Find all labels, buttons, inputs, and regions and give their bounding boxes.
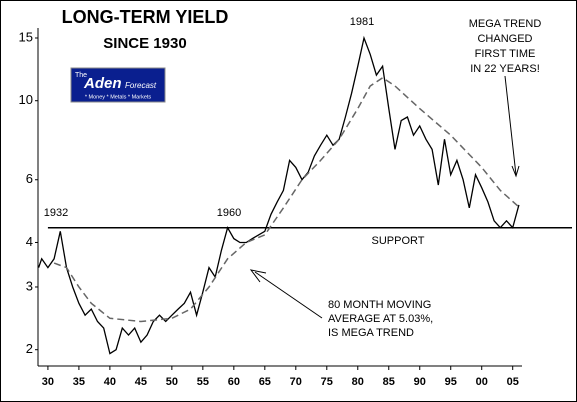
arrow (504, 75, 517, 176)
annotation: 80 MONTH MOVING (328, 299, 431, 311)
annotation: 1981 (350, 16, 374, 28)
annotation: IN 22 YEARS! (470, 63, 540, 75)
logo-name: Aden (83, 75, 122, 92)
arrow-head (511, 165, 520, 178)
x-tick-label: 55 (197, 376, 209, 388)
arrow-head (249, 269, 267, 283)
x-tick-label: 95 (445, 376, 457, 388)
logo-word: Forecast (125, 81, 157, 90)
logo-tagline: * Money * Metals * Markets (85, 94, 152, 100)
x-tick-label: 45 (135, 376, 147, 388)
arrow (254, 271, 323, 319)
y-tick-label: 6 (26, 171, 33, 186)
logo-small: The (75, 72, 87, 79)
x-tick-label: 00 (476, 376, 488, 388)
x-tick-label: 05 (507, 376, 519, 388)
yield-line (37, 35, 520, 355)
x-tick-label: 35 (73, 376, 85, 388)
chart-title: LONG-TERM YIELD (62, 7, 229, 27)
x-tick-label: 60 (228, 376, 240, 388)
annotation: IS MEGA TREND (328, 327, 414, 339)
x-tick-label: 50 (166, 376, 178, 388)
x-tick-label: 40 (104, 376, 116, 388)
x-tick-label: 85 (383, 376, 395, 388)
y-tick-label: 3 (26, 278, 33, 293)
chart-subtitle: SINCE 1930 (103, 35, 186, 52)
annotation: 1932 (44, 207, 68, 219)
annotation: CHANGED (477, 33, 532, 45)
annotation: AVERAGE AT 5.03%, (328, 313, 433, 325)
x-tick-label: 80 (352, 376, 364, 388)
annotation: FIRST TIME (475, 48, 536, 60)
y-tick-label: 2 (26, 341, 33, 356)
x-tick-label: 65 (259, 376, 271, 388)
y-tick-label: 15 (19, 29, 33, 44)
annotation: MEGA TREND (469, 18, 542, 30)
x-tick-label: 30 (42, 376, 54, 388)
moving-average-line (53, 76, 520, 323)
y-tick-label: 10 (19, 92, 33, 107)
logo: The Aden Forecast * Money * Metals * Mar… (70, 67, 166, 103)
x-tick-label: 90 (414, 376, 426, 388)
logo-box (70, 67, 166, 103)
annotation: 1960 (217, 207, 241, 219)
x-tick-label: 70 (290, 376, 302, 388)
annotation: SUPPORT (372, 235, 425, 247)
y-tick-label: 4 (26, 234, 33, 249)
x-tick-label: 75 (321, 376, 333, 388)
